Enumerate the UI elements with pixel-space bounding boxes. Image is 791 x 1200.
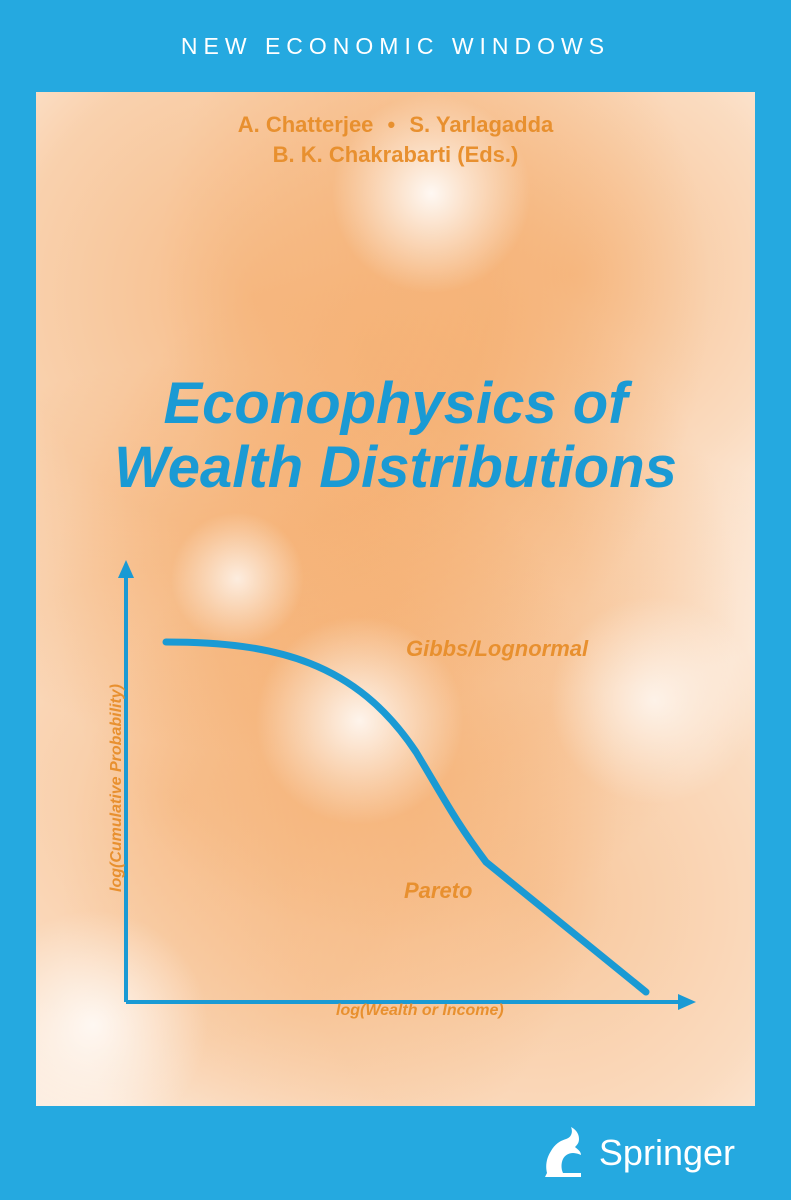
editors-block: A. Chatterjee • S. Yarlagadda B. K. Chak…	[36, 110, 755, 169]
title-line-2: Wealth Distributions	[114, 435, 677, 500]
distribution-curve	[166, 642, 646, 992]
series-title: NEW ECONOMIC WINDOWS	[0, 0, 791, 92]
horse-path	[545, 1127, 581, 1177]
book-title: Econophysics of Wealth Distributions	[36, 372, 755, 500]
separator-dot: •	[380, 112, 404, 137]
cover-main-panel: A. Chatterjee • S. Yarlagadda B. K. Chak…	[36, 92, 755, 1106]
x-axis-arrow	[678, 994, 696, 1010]
publisher-footer: Springer	[0, 1106, 791, 1200]
springer-horse-icon	[541, 1125, 585, 1182]
editor-3: B. K. Chakrabarti (Eds.)	[273, 142, 519, 167]
title-line-1: Econophysics of	[163, 371, 627, 436]
book-cover: NEW ECONOMIC WINDOWS A. Chatterjee • S. …	[0, 0, 791, 1200]
series-title-text: NEW ECONOMIC WINDOWS	[181, 33, 610, 60]
editor-2: S. Yarlagadda	[409, 112, 553, 137]
y-axis-label: log(Cumulative Probability)	[108, 684, 126, 892]
wealth-distribution-chart: Gibbs/Lognormal Pareto log(Wealth or Inc…	[126, 572, 696, 1032]
publisher-name: Springer	[599, 1132, 735, 1174]
editor-1: A. Chatterjee	[238, 112, 374, 137]
pareto-label: Pareto	[404, 878, 472, 904]
x-axis-label: log(Wealth or Income)	[336, 1002, 504, 1020]
gibbs-label: Gibbs/Lognormal	[406, 636, 588, 662]
